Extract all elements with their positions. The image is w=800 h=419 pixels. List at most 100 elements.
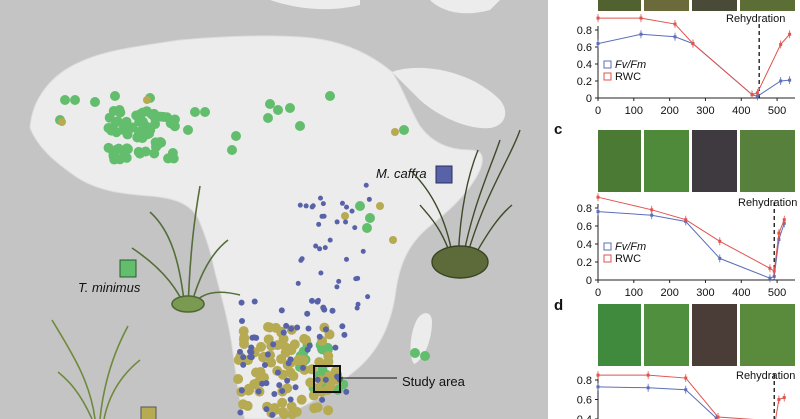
occurrence-dot [107,122,118,133]
data-point [596,195,600,199]
occurrence-dot [320,201,326,207]
data-point [768,276,772,280]
y-tick-label: 0 [586,93,592,105]
occurrence-dot [363,182,369,188]
occurrence-dot [231,131,241,141]
occurrence-dot [318,270,324,276]
data-point [646,386,650,390]
data-point [639,32,643,36]
occurrence-dot [200,107,210,117]
data-point [779,79,783,83]
photo-b-4 [740,0,795,11]
occurrence-dot [298,257,304,263]
occurrence-dot [143,96,151,104]
data-point [718,256,722,260]
occurrence-dot [284,377,291,384]
occurrence-dot [227,145,237,155]
occurrence-dot [263,406,270,413]
occurrence-dot [334,284,340,290]
photo-d-4 [740,304,795,366]
m-caffra-marker [435,165,453,184]
series-line [597,386,717,419]
data-point [596,385,600,389]
occurrence-dot [103,142,114,153]
data-point [750,93,754,97]
y-tick-label: 0.4 [577,239,592,251]
legend-swatch [603,72,612,81]
photo-b-2 [644,0,689,11]
data-point [772,274,776,278]
occurrence-dot [314,376,321,383]
occurrence-dot [144,128,155,139]
occurrence-dot [322,326,329,333]
t-minimus-marker [119,259,137,278]
occurrence-dot [341,331,348,338]
x-tick-label: 200 [660,105,678,117]
occurrence-dot [238,299,245,306]
occurrence-dot [314,357,325,368]
m-caffra-grass-illustration [411,129,521,279]
occurrence-dot [114,105,125,116]
occurrence-dot [183,125,193,135]
occurrence-dot [322,376,329,383]
occurrence-dot [58,118,66,126]
x-tick-label: 400 [732,105,750,117]
panel-letter-d: d [554,297,563,314]
occurrence-dot [315,297,321,303]
occurrence-dot [288,325,295,332]
occurrence-dot [365,294,371,300]
occurrence-dot [266,357,277,368]
occurrence-dot [305,377,316,388]
occurrence-dot [343,219,349,225]
arabian-peninsula [392,67,506,129]
data-point [596,16,600,20]
occurrence-dot [289,339,300,350]
legend-swatch [603,60,612,69]
data-point [596,42,600,46]
occurrence-dot [264,351,271,358]
occurrence-dot [352,225,358,231]
occurrence-dot [300,364,307,371]
occurrence-dot [309,403,320,414]
data-point [777,238,781,241]
occurrence-dot [355,275,361,281]
chart-d: 0.4 0.6 0.8 [577,371,786,419]
third-grass-illustration [51,319,141,419]
occurrence-dot [329,307,336,314]
occurrence-dot [238,318,245,325]
x-tick-label: 100 [625,287,643,299]
occurrence-dot [247,348,254,355]
occurrence-dot [285,367,296,378]
occurrence-dot [362,223,372,233]
occurrence-dot [322,245,328,251]
study-area-box [313,365,341,393]
series-line [597,211,785,279]
y-tick-label: 0.4 [577,59,592,71]
occurrence-dot [263,334,274,345]
data-point [788,78,792,82]
occurrence-dot [294,324,301,331]
occurrence-dot [119,119,130,130]
occurrence-dot [146,109,157,120]
occurrence-dot [316,333,323,340]
occurrence-dot [323,351,334,362]
data-point [650,213,654,217]
occurrence-dot [237,348,244,355]
occurrence-dot [365,213,375,223]
x-tick-label: 100 [625,105,643,117]
study-area-label: Study area [402,374,466,389]
occurrence-dot [344,204,350,210]
occurrence-dot [334,373,341,380]
occurrence-dot [276,382,283,389]
data-point [646,373,650,377]
third-species-marker [140,406,157,419]
occurrence-dot [247,353,254,360]
occurrence-dot [279,409,290,419]
y-tick-label: 0.6 [577,221,592,233]
occurrence-dot [343,256,349,262]
m-caffra-occurrences [237,182,372,418]
occurrence-dot [167,148,178,159]
occurrence-dot [391,128,399,136]
data-point [673,22,677,26]
occurrence-dot [158,111,169,122]
